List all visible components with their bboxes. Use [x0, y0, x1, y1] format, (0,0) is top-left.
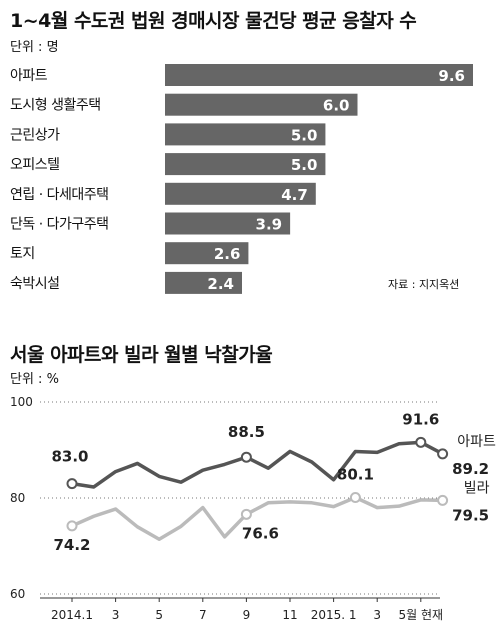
x-tick-label: 7 [199, 608, 207, 622]
series-line [71, 495, 443, 542]
bar [165, 93, 358, 116]
x-tick-label: 5 [155, 608, 163, 622]
bar-value-label: 6.0 [323, 97, 350, 115]
bar-value-label: 5.0 [291, 126, 318, 144]
x-tick-label: 2015. 1 [311, 608, 357, 622]
bar-category-label: 단독 · 다가구주택 [10, 217, 109, 233]
x-tick-label: 3 [112, 608, 120, 622]
series-name-label: 아파트 [457, 434, 496, 450]
x-tick-label: 11 [282, 608, 297, 622]
y-tick-label: 80 [10, 491, 25, 505]
bar [165, 123, 326, 146]
bar-value-label: 3.9 [256, 216, 283, 234]
x-tick-label: 3 [373, 608, 381, 622]
bar-chart-title: 1~4월 수도권 법원 경매시장 물건당 평균 응찰자 수 [10, 10, 417, 32]
series-marker [66, 520, 78, 532]
series-marker [349, 492, 361, 504]
bar-value-label: 5.0 [291, 156, 318, 174]
line-chart-unit: 단위 : % [10, 372, 59, 387]
series-name-label: 빌라 [464, 480, 490, 496]
bar [165, 242, 249, 265]
bar-value-label: 9.6 [438, 67, 465, 85]
bar-category-label: 아파트 [10, 68, 48, 84]
y-tick-label: 100 [10, 395, 33, 409]
bar [165, 212, 291, 235]
bar-chart-source: 자료 : 지지옥션 [388, 278, 460, 291]
series-line [71, 440, 444, 489]
bar-category-label: 연립 · 다세대주택 [10, 187, 109, 203]
series-marker [66, 478, 78, 490]
bar-category-label: 숙박시설 [10, 276, 60, 292]
data-label: 76.6 [242, 524, 279, 542]
bar-value-label: 4.7 [281, 186, 308, 204]
data-label: 74.2 [53, 536, 90, 554]
bar-category-label: 근린상가 [10, 127, 60, 143]
bar-category-label: 오피스텔 [10, 157, 60, 173]
bar-value-label: 2.6 [214, 245, 241, 263]
data-label: 88.5 [228, 423, 265, 441]
data-label: 89.2 [452, 460, 489, 478]
bar [165, 64, 473, 86]
data-label: 91.6 [402, 410, 439, 428]
bar [165, 271, 242, 294]
bar-category-label: 토지 [10, 246, 35, 262]
bar [165, 153, 326, 176]
y-tick-label: 60 [10, 587, 25, 601]
x-tick-label: 2014.1 [51, 608, 93, 622]
series-marker [437, 448, 449, 460]
bar-chart-unit: 단위 : 명 [10, 40, 59, 55]
data-label: 83.0 [51, 448, 88, 466]
series-marker [415, 436, 427, 448]
series-marker [240, 508, 252, 520]
x-tick-label: 9 [243, 608, 251, 622]
bar-value-label: 2.4 [207, 275, 234, 293]
line-chart-title: 서울 아파트와 빌라 월별 낙찰가율 [10, 344, 273, 366]
data-label: 80.1 [337, 466, 374, 484]
bar [165, 182, 316, 205]
x-tick-label: 5월 현재 [399, 608, 444, 622]
data-label: 79.5 [452, 506, 489, 524]
series-marker [240, 451, 252, 463]
bar-category-label: 도시형 생활주택 [10, 98, 101, 114]
series-marker [437, 494, 449, 506]
